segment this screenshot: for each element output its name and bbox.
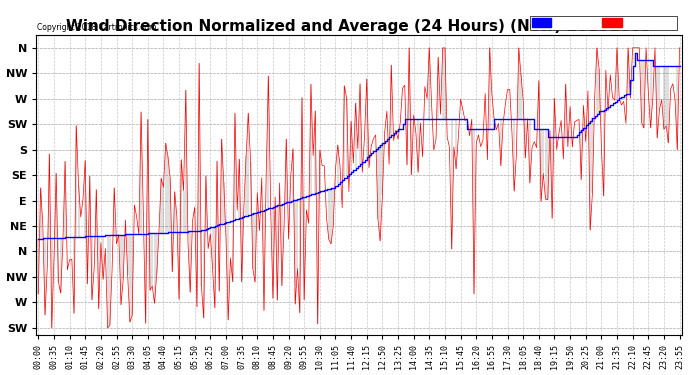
- Title: Wind Direction Normalized and Average (24 Hours) (New) 20181005: Wind Direction Normalized and Average (2…: [66, 19, 651, 34]
- Legend: Average, Direction: Average, Direction: [530, 16, 677, 30]
- Text: Copyright 2018 Cartronics.com: Copyright 2018 Cartronics.com: [37, 23, 156, 32]
